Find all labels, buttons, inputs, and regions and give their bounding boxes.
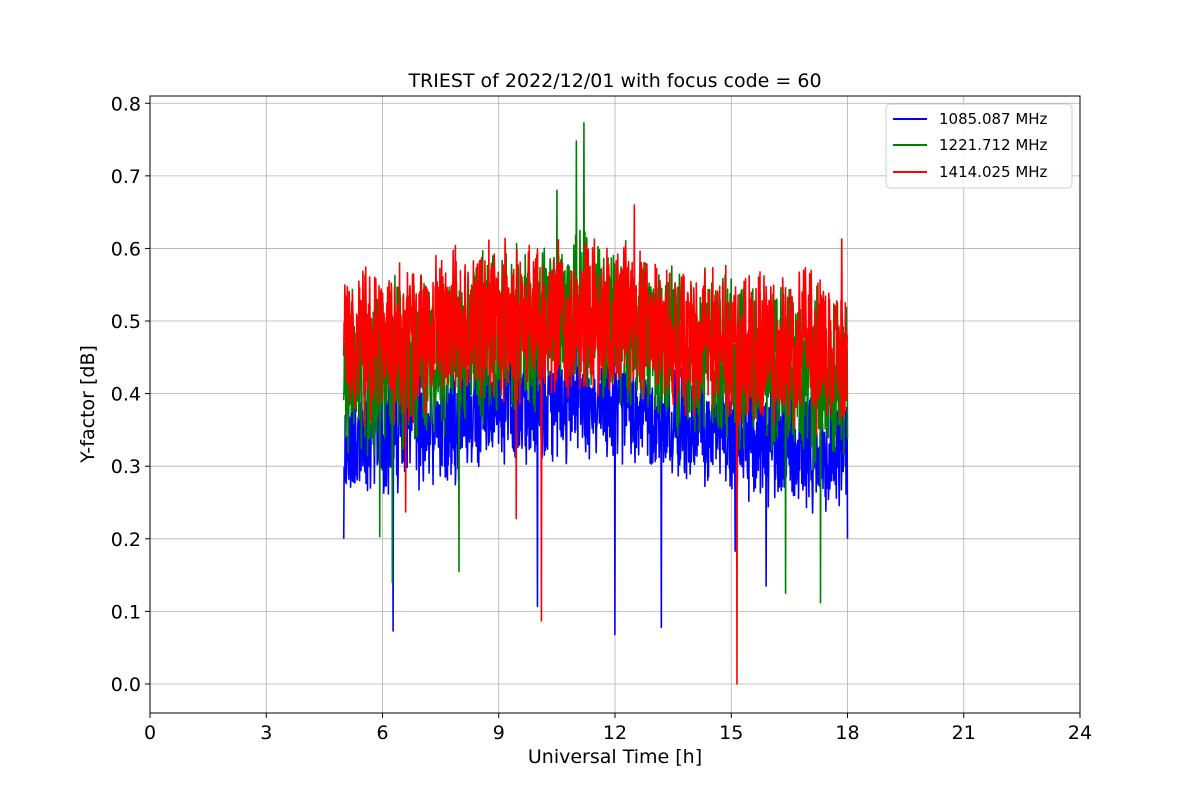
x-tick-label: 0 xyxy=(144,722,156,744)
y-tick-label: 0.6 xyxy=(111,238,141,260)
x-tick-label: 9 xyxy=(493,722,505,744)
y-tick-label: 0.4 xyxy=(111,384,141,406)
y-tick-label: 0.8 xyxy=(111,93,141,115)
legend-box xyxy=(885,103,1073,189)
legend: 1085.087 MHz 1221.712 MHz 1414.025 MHz xyxy=(885,103,1073,189)
x-tick-label: 6 xyxy=(376,722,388,744)
series-layer xyxy=(342,122,849,685)
x-tick-label: 18 xyxy=(835,722,859,744)
legend-label-series-2: 1221.712 MHz xyxy=(939,136,1048,154)
x-tick-label: 21 xyxy=(952,722,976,744)
x-tick-label: 24 xyxy=(1068,722,1092,744)
y-tick-label: 0.3 xyxy=(111,456,141,478)
x-tick-label: 12 xyxy=(603,722,627,744)
chart-title: TRIEST of 2022/12/01 with focus code = 6… xyxy=(407,70,821,92)
x-tick-label: 15 xyxy=(719,722,743,744)
y-axis-label: Y-factor [dB] xyxy=(77,345,99,464)
legend-label-series-3: 1414.025 MHz xyxy=(939,163,1048,181)
x-axis: 0 3 6 9 12 15 18 21 24 xyxy=(144,713,1092,744)
y-axis: 0.0 0.1 0.2 0.3 0.4 0.5 0.6 0.7 0.8 xyxy=(111,93,150,696)
legend-label-series-1: 1085.087 MHz xyxy=(939,110,1048,128)
y-tick-label: 0.0 xyxy=(111,674,141,696)
y-tick-label: 0.1 xyxy=(111,601,141,623)
y-tick-label: 0.2 xyxy=(111,529,141,551)
x-tick-label: 3 xyxy=(260,722,272,744)
x-axis-label: Universal Time [h] xyxy=(528,746,702,768)
y-tick-label: 0.7 xyxy=(111,166,141,188)
series-line-3 xyxy=(342,204,849,685)
series-line-1 xyxy=(342,338,849,636)
y-tick-label: 0.5 xyxy=(111,311,141,333)
